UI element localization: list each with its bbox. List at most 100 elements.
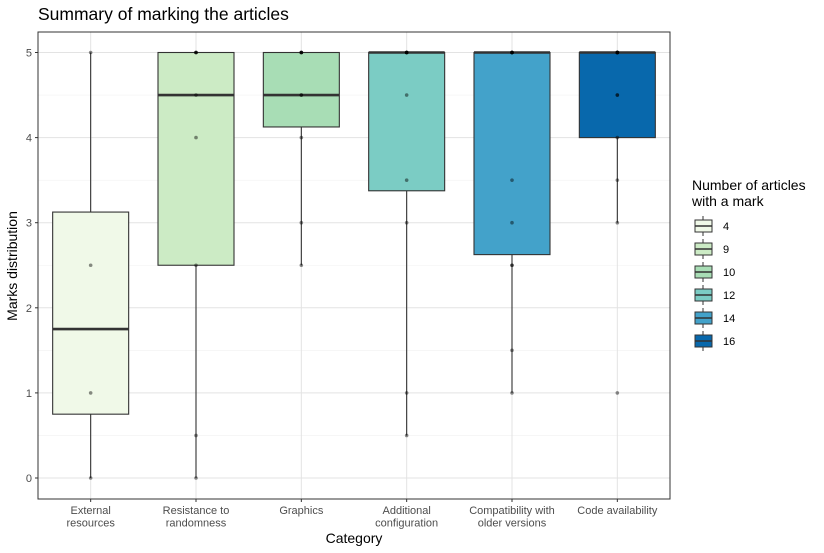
x-tick-label-line: External bbox=[70, 505, 110, 517]
data-point bbox=[615, 50, 620, 55]
data-point bbox=[194, 50, 198, 55]
box-body bbox=[262, 51, 340, 128]
y-tick-label: 2 bbox=[26, 303, 32, 315]
data-point bbox=[615, 50, 620, 55]
box-12 bbox=[368, 50, 446, 438]
legend: Number of articles with a mark 4 9 10 12 14 16 bbox=[691, 177, 806, 351]
legend-title: Number of articles with a mark bbox=[691, 177, 806, 209]
data-point bbox=[404, 50, 409, 55]
data-point bbox=[510, 50, 514, 55]
x-tick-label-line: resources bbox=[67, 518, 116, 530]
data-point bbox=[510, 263, 514, 268]
x-tick-label: Graphics bbox=[279, 505, 324, 517]
data-point bbox=[194, 135, 198, 140]
plot-panel bbox=[37, 31, 671, 500]
data-point bbox=[299, 50, 304, 55]
data-point bbox=[404, 433, 409, 438]
legend-title-line: with a mark bbox=[691, 193, 765, 209]
data-point bbox=[615, 135, 620, 140]
box-body bbox=[368, 51, 446, 192]
data-point bbox=[615, 50, 620, 55]
y-tick-label: 3 bbox=[26, 218, 32, 230]
data-point bbox=[404, 391, 409, 395]
data-point bbox=[404, 93, 409, 97]
box-16 bbox=[578, 50, 656, 395]
x-tick-label: External resources bbox=[67, 505, 116, 530]
y-tick-label: 1 bbox=[26, 388, 32, 400]
data-point bbox=[510, 391, 514, 395]
data-point bbox=[194, 433, 198, 438]
legend-entry-4: 4 bbox=[694, 216, 729, 236]
data-point bbox=[299, 50, 304, 55]
data-point bbox=[88, 263, 93, 268]
x-tick-label: Additional configuration bbox=[375, 505, 438, 530]
data-point bbox=[299, 263, 304, 268]
legend-entry-14: 14 bbox=[694, 308, 735, 328]
legend-entry-16: 16 bbox=[694, 331, 735, 351]
x-tick-label: Compatibility with older versions bbox=[469, 505, 555, 530]
data-point bbox=[510, 50, 514, 55]
plot-border bbox=[37, 31, 671, 500]
data-point bbox=[615, 50, 620, 55]
box-body bbox=[52, 211, 130, 415]
data-point bbox=[404, 220, 409, 225]
data-point bbox=[510, 50, 514, 55]
y-axis-label: Marks distribution bbox=[4, 211, 20, 321]
data-point bbox=[615, 93, 620, 97]
data-point bbox=[615, 50, 620, 55]
x-tick-label-line: older versions bbox=[478, 518, 547, 530]
data-point bbox=[404, 50, 409, 55]
data-point bbox=[404, 178, 409, 182]
x-tick-label: Code availability bbox=[577, 505, 658, 517]
data-point bbox=[615, 220, 620, 225]
box-body bbox=[578, 51, 656, 139]
data-point bbox=[299, 50, 304, 55]
data-point bbox=[615, 178, 620, 182]
legend-label: 10 bbox=[723, 267, 735, 279]
x-tick-label-line: Graphics bbox=[279, 505, 324, 517]
legend-label: 16 bbox=[723, 336, 735, 348]
data-point bbox=[510, 348, 514, 353]
data-point bbox=[404, 50, 409, 55]
y-tick-label: 5 bbox=[26, 48, 32, 60]
data-point bbox=[194, 50, 198, 55]
data-point bbox=[510, 50, 514, 55]
legend-entry-12: 12 bbox=[694, 285, 735, 305]
data-point bbox=[194, 50, 198, 55]
legend-title-line: Number of articles bbox=[692, 177, 806, 193]
data-point bbox=[615, 391, 620, 395]
data-point bbox=[404, 50, 409, 55]
box-9 bbox=[157, 50, 235, 480]
data-point bbox=[404, 50, 409, 55]
data-point bbox=[510, 50, 514, 55]
data-point bbox=[615, 50, 620, 55]
box-body bbox=[157, 51, 235, 266]
data-point bbox=[299, 93, 304, 97]
data-point bbox=[404, 50, 409, 55]
data-point bbox=[299, 50, 304, 55]
data-point bbox=[404, 50, 409, 55]
y-tick-label: 0 bbox=[26, 473, 32, 485]
data-point bbox=[510, 178, 514, 182]
data-point bbox=[615, 50, 620, 55]
chart-title: Summary of marking the articles bbox=[38, 4, 289, 24]
legend-entry-9: 9 bbox=[694, 239, 729, 259]
data-point bbox=[615, 50, 620, 55]
x-tick-label-line: Code availability bbox=[577, 505, 658, 517]
legend-label: 9 bbox=[723, 244, 729, 256]
x-tick-label: Resistance to randomness bbox=[163, 505, 230, 530]
data-point bbox=[88, 50, 93, 55]
box-4 bbox=[52, 50, 130, 480]
x-tick-label-line: Compatibility with bbox=[469, 505, 555, 517]
data-point bbox=[615, 50, 620, 55]
data-point bbox=[88, 476, 93, 480]
legend-label: 4 bbox=[723, 221, 729, 233]
x-tick-label-line: configuration bbox=[375, 518, 438, 530]
legend-entry-10: 10 bbox=[694, 262, 735, 282]
x-tick-label-line: Additional bbox=[383, 505, 431, 517]
data-point bbox=[194, 93, 198, 97]
x-tick-label-line: Resistance to bbox=[163, 505, 230, 517]
data-point bbox=[299, 220, 304, 225]
data-point bbox=[299, 135, 304, 140]
